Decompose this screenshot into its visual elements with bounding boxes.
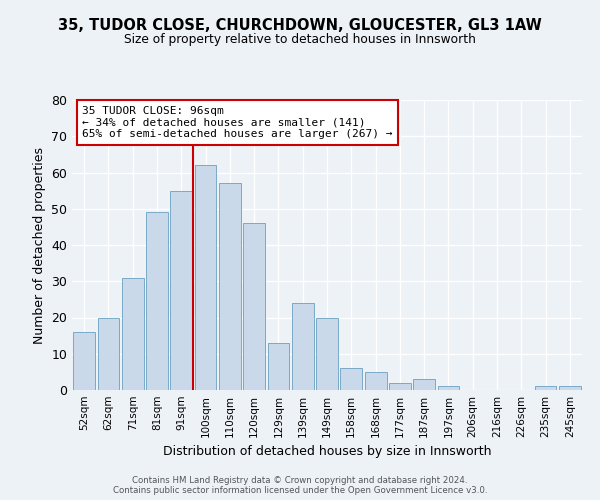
Bar [219, 184, 241, 390]
Text: Contains public sector information licensed under the Open Government Licence v3: Contains public sector information licen… [113, 486, 487, 495]
Text: Contains HM Land Registry data © Crown copyright and database right 2024.: Contains HM Land Registry data © Crown c… [132, 476, 468, 485]
Bar [268, 343, 289, 390]
Bar [292, 303, 314, 390]
Bar [146, 212, 168, 390]
Y-axis label: Number of detached properties: Number of detached properties [32, 146, 46, 344]
Bar [559, 386, 581, 390]
Text: 35, TUDOR CLOSE, CHURCHDOWN, GLOUCESTER, GL3 1AW: 35, TUDOR CLOSE, CHURCHDOWN, GLOUCESTER,… [58, 18, 542, 32]
X-axis label: Distribution of detached houses by size in Innsworth: Distribution of detached houses by size … [163, 446, 491, 458]
Bar [340, 368, 362, 390]
Bar [365, 372, 386, 390]
Bar [316, 318, 338, 390]
Bar [437, 386, 460, 390]
Bar [97, 318, 119, 390]
Bar [243, 223, 265, 390]
Bar [170, 190, 192, 390]
Text: Size of property relative to detached houses in Innsworth: Size of property relative to detached ho… [124, 32, 476, 46]
Bar [535, 386, 556, 390]
Bar [194, 165, 217, 390]
Text: 35 TUDOR CLOSE: 96sqm
← 34% of detached houses are smaller (141)
65% of semi-det: 35 TUDOR CLOSE: 96sqm ← 34% of detached … [82, 106, 392, 139]
Bar [73, 332, 95, 390]
Bar [389, 383, 411, 390]
Bar [122, 278, 143, 390]
Bar [413, 379, 435, 390]
